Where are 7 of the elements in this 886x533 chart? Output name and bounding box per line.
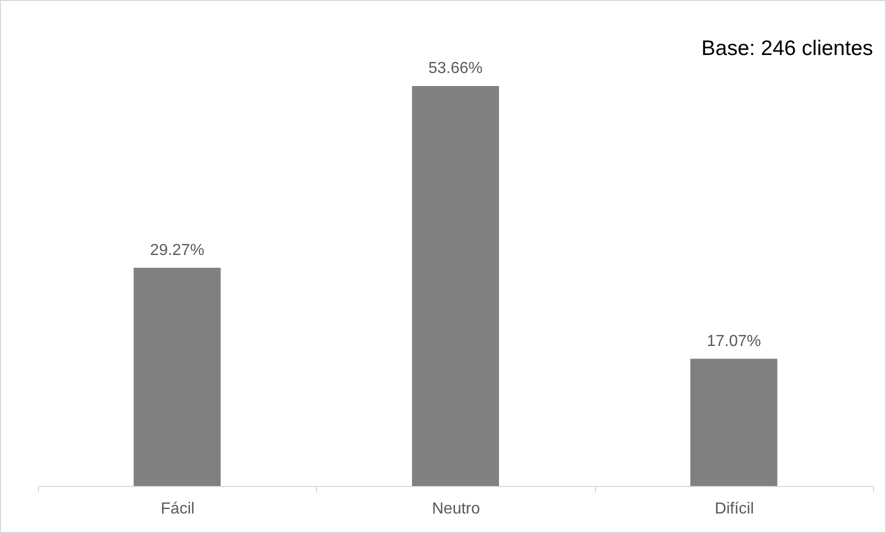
x-tick-label: Neutro	[432, 500, 480, 518]
x-tick-label: Difícil	[714, 500, 754, 518]
text: Base: 246 clientes	[701, 37, 873, 60]
data-label: 29.27%	[150, 242, 204, 259]
data-label: 17.07%	[706, 332, 761, 350]
x-tick-label: Fácil	[160, 500, 195, 518]
data-label: 53.66%	[428, 60, 483, 77]
